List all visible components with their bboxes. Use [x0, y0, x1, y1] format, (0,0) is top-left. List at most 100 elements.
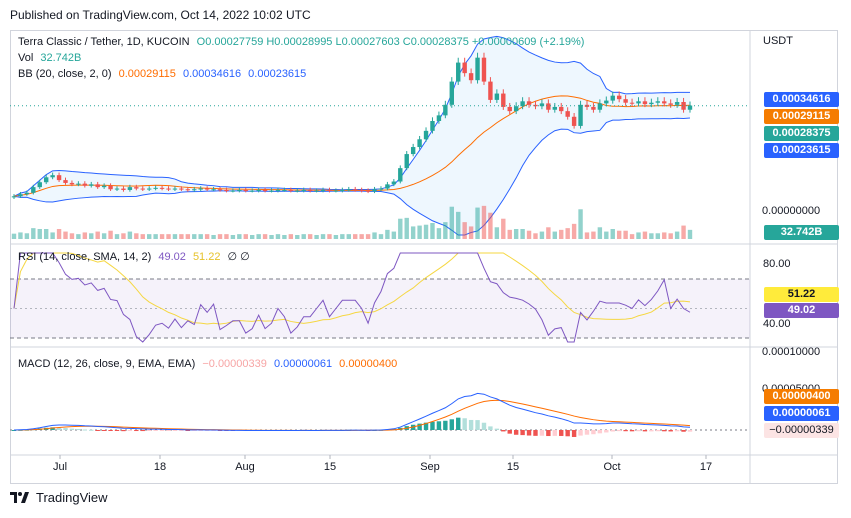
volume-bar	[494, 227, 500, 239]
macd-label[interactable]: MACD (12, 26, close, 9, EMA, EMA)	[18, 358, 196, 370]
candle-body	[172, 188, 178, 190]
volume-bar	[198, 234, 203, 239]
macd-line-value: 0.00000061	[273, 358, 333, 370]
volume-bar	[674, 231, 680, 239]
x-tick-label: Oct	[603, 461, 621, 473]
volume-bar	[114, 234, 120, 239]
candle-body	[674, 102, 680, 105]
macd-histogram-bar	[50, 427, 55, 430]
rsi-label[interactable]: RSI (14, close, SMA, 14, 2)	[18, 251, 152, 263]
macd-histogram-bar	[159, 430, 165, 431]
macd-histogram-bar	[436, 421, 442, 430]
candle-body	[185, 189, 191, 191]
volume-bar	[211, 235, 216, 239]
candle-body	[37, 182, 42, 188]
macd-signal-line	[13, 399, 691, 431]
bb-lower-line	[13, 117, 691, 236]
volume-bar	[546, 227, 551, 239]
candle-body	[262, 189, 268, 191]
macd-histogram-bar	[11, 430, 17, 431]
volume-bar	[69, 233, 75, 239]
candle-body	[365, 190, 371, 192]
volume-bar	[488, 212, 493, 239]
macd-histogram-bar	[166, 430, 171, 431]
candle-body	[224, 189, 229, 191]
rsi-extra: ∅ ∅	[227, 251, 250, 263]
volume-bar	[11, 233, 17, 239]
volume-bar	[185, 234, 191, 239]
tradingview-logo-icon	[10, 491, 29, 503]
candle-body	[410, 147, 416, 155]
candle-body	[24, 192, 30, 195]
candle-body	[462, 62, 467, 74]
ohlc-values: O0.00027759 H0.00028995 L0.00027603 C0.0…	[196, 36, 585, 48]
volume-bar	[559, 229, 564, 239]
brand-name: TradingView	[36, 490, 108, 505]
volume-bar	[18, 232, 23, 239]
macd-histogram-bar	[636, 430, 641, 432]
macd-histogram-bar	[63, 428, 68, 430]
volume-bar	[526, 230, 532, 239]
candle-body	[391, 181, 397, 185]
volume-bar	[372, 232, 377, 239]
candle-body	[513, 106, 519, 112]
candle-body	[217, 189, 223, 191]
volume-bar	[456, 211, 461, 239]
symbol-label[interactable]: Terra Classic / Tether, 1D, KUCOIN	[18, 36, 190, 48]
candle-body	[591, 106, 596, 110]
volume-bar	[475, 207, 480, 239]
candle-body	[346, 189, 351, 191]
macd-histogram-bar	[192, 430, 197, 431]
candle-body	[114, 188, 120, 190]
macd-histogram-bar	[668, 430, 673, 432]
candle-body	[340, 189, 345, 191]
x-tick-label: Aug	[235, 461, 255, 473]
volume-bar	[468, 226, 474, 239]
candle-body	[230, 190, 236, 192]
volume-bar	[24, 233, 30, 239]
macd-hist-value: −0.00000339	[202, 358, 267, 370]
macd-signal-value: 0.00000400	[339, 358, 398, 370]
volume-bar	[385, 229, 390, 239]
candle-body	[359, 189, 364, 191]
published-header: Published on TradingView.com, Oct 14, 20…	[10, 8, 311, 22]
bb-upper-tag: 0.00034616	[764, 92, 839, 107]
volume-bar	[353, 234, 358, 239]
candle-body	[597, 103, 603, 110]
macd-histogram-bar	[507, 430, 512, 434]
vol-label[interactable]: Vol	[18, 52, 34, 64]
candle-body	[636, 101, 641, 104]
volume-bar	[365, 234, 371, 239]
candle-body	[571, 116, 577, 126]
volume-bar	[404, 217, 409, 239]
candle-body	[11, 196, 17, 198]
macd-histogram-bar	[108, 430, 113, 431]
bb-basis-line	[13, 95, 691, 197]
volume-bar	[301, 234, 306, 239]
candle-body	[63, 180, 68, 183]
macd-histogram-bar	[571, 430, 577, 437]
macd-histogram-bar	[204, 430, 210, 431]
volume-bar	[359, 234, 364, 239]
x-tick-label: Jul	[52, 461, 68, 473]
bb-legend: BB (20, close, 2, 0) 0.00029115 0.000346…	[18, 67, 310, 82]
volume-bar	[140, 234, 145, 239]
volume-bar	[95, 231, 100, 239]
candle-body	[668, 103, 673, 105]
macd-histogram-bar	[687, 430, 693, 432]
candle-body	[494, 93, 500, 100]
macd-histogram-bar	[623, 430, 628, 432]
volume-bar	[655, 233, 661, 239]
candle-body	[436, 115, 442, 121]
candle-body	[50, 175, 55, 178]
bb-label[interactable]: BB (20, close, 2, 0)	[18, 68, 112, 80]
tradingview-footer[interactable]: TradingView	[10, 490, 108, 505]
candle-body	[295, 190, 300, 192]
candle-body	[610, 95, 615, 101]
candle-body	[237, 189, 242, 191]
volume-bar	[121, 233, 126, 239]
candle-body	[430, 121, 435, 131]
macd-legend: MACD (12, 26, close, 9, EMA, EMA) −0.000…	[18, 357, 401, 372]
candle-body	[481, 57, 487, 82]
